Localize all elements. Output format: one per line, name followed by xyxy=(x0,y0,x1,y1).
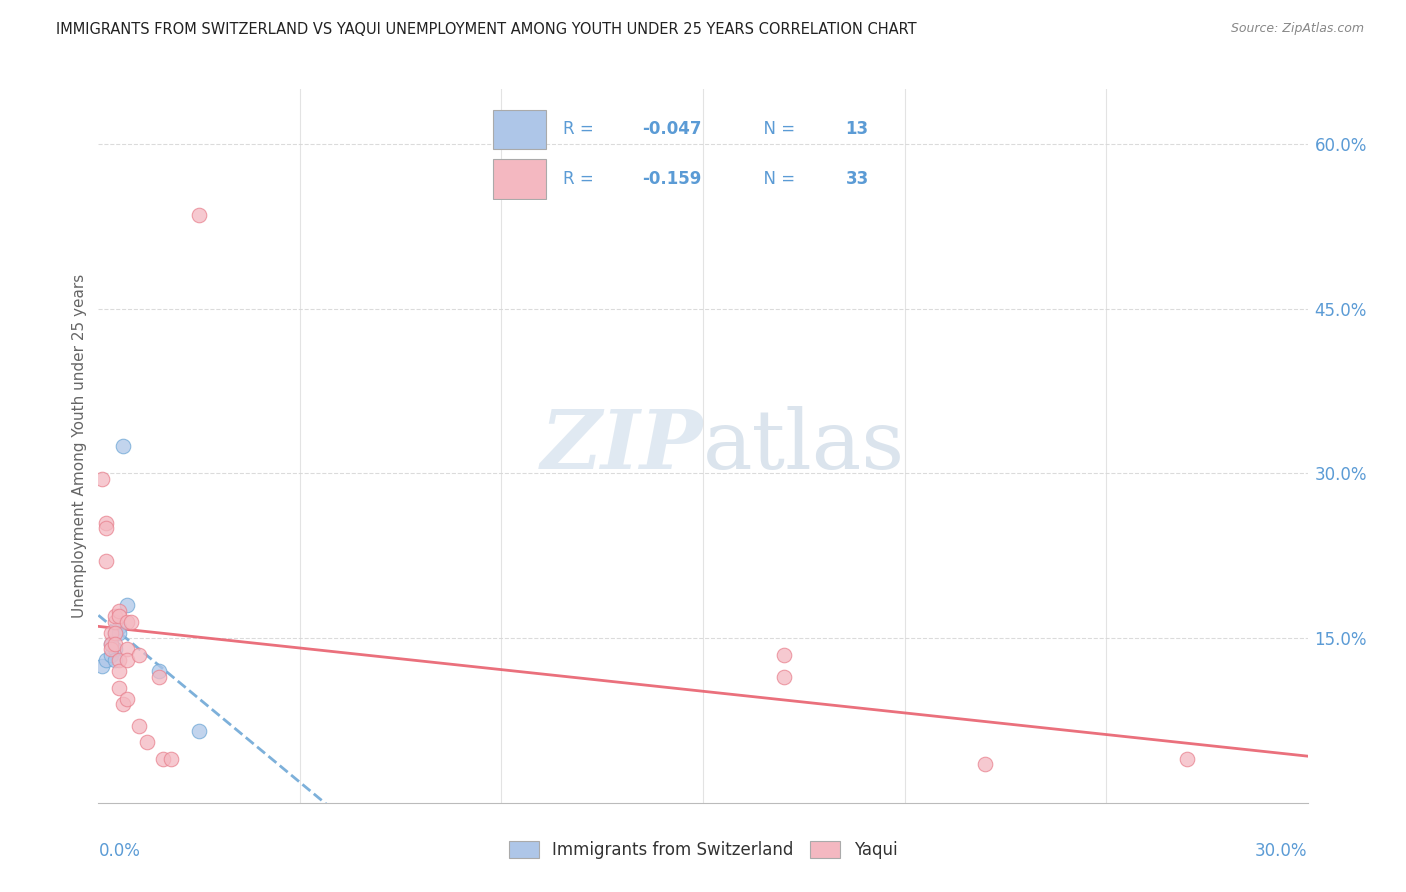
Text: R =: R = xyxy=(564,120,599,138)
Point xyxy=(107,625,129,640)
Point xyxy=(91,658,114,673)
Point xyxy=(128,648,150,662)
Point xyxy=(100,625,122,640)
Text: 33: 33 xyxy=(845,170,869,188)
Text: 30.0%: 30.0% xyxy=(1256,842,1308,860)
Point xyxy=(188,724,211,739)
Legend: Immigrants from Switzerland, Yaqui: Immigrants from Switzerland, Yaqui xyxy=(502,834,904,866)
Point xyxy=(974,757,997,772)
Point xyxy=(91,472,114,486)
Text: Source: ZipAtlas.com: Source: ZipAtlas.com xyxy=(1230,22,1364,36)
Point xyxy=(148,664,170,678)
Point xyxy=(772,669,794,683)
Text: -0.047: -0.047 xyxy=(643,120,702,138)
Point xyxy=(772,648,794,662)
Point xyxy=(100,637,122,651)
Text: ZIP: ZIP xyxy=(540,406,703,486)
Point xyxy=(96,554,118,568)
Point xyxy=(107,653,129,667)
Point xyxy=(103,637,125,651)
Point xyxy=(96,521,118,535)
Text: -0.159: -0.159 xyxy=(643,170,702,188)
Point xyxy=(160,752,183,766)
Bar xyxy=(492,160,546,199)
Point xyxy=(115,615,138,629)
Point xyxy=(1175,752,1198,766)
Point xyxy=(103,642,125,657)
Point xyxy=(96,653,118,667)
Point xyxy=(103,653,125,667)
Text: N =: N = xyxy=(754,120,800,138)
Bar xyxy=(492,110,546,149)
Point xyxy=(107,681,129,695)
Point xyxy=(128,719,150,733)
Point xyxy=(107,620,129,634)
Text: N =: N = xyxy=(754,170,800,188)
Point xyxy=(115,691,138,706)
Point xyxy=(100,642,122,657)
Point xyxy=(148,669,170,683)
Point xyxy=(103,625,125,640)
Point xyxy=(96,516,118,530)
Text: 13: 13 xyxy=(845,120,869,138)
Point xyxy=(135,735,157,749)
Point xyxy=(103,609,125,624)
Point xyxy=(111,439,134,453)
Point xyxy=(115,653,138,667)
Point xyxy=(188,209,211,223)
Point xyxy=(100,637,122,651)
Point xyxy=(103,615,125,629)
Point xyxy=(107,604,129,618)
Text: R =: R = xyxy=(564,170,599,188)
Y-axis label: Unemployment Among Youth under 25 years: Unemployment Among Youth under 25 years xyxy=(72,274,87,618)
Text: 0.0%: 0.0% xyxy=(98,842,141,860)
Point xyxy=(115,642,138,657)
Point xyxy=(107,664,129,678)
Point xyxy=(120,615,142,629)
Point xyxy=(100,648,122,662)
Point xyxy=(115,598,138,612)
Point xyxy=(107,609,129,624)
Text: IMMIGRANTS FROM SWITZERLAND VS YAQUI UNEMPLOYMENT AMONG YOUTH UNDER 25 YEARS COR: IMMIGRANTS FROM SWITZERLAND VS YAQUI UNE… xyxy=(56,22,917,37)
Point xyxy=(152,752,174,766)
Text: atlas: atlas xyxy=(703,406,905,486)
Point xyxy=(111,697,134,711)
Point xyxy=(103,625,125,640)
